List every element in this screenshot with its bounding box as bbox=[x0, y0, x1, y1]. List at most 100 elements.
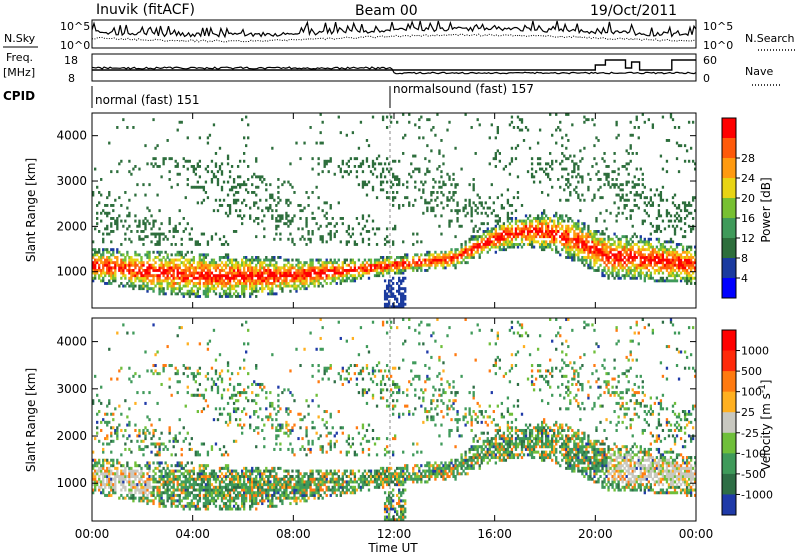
heatmap-cell bbox=[267, 279, 269, 282]
heatmap-cell bbox=[183, 372, 185, 375]
heatmap-cell bbox=[100, 178, 102, 181]
heatmap-cell bbox=[386, 116, 388, 119]
heatmap-cell bbox=[261, 266, 263, 269]
heatmap-cell bbox=[179, 464, 181, 467]
heatmap-cell bbox=[150, 443, 152, 446]
heatmap-cell bbox=[404, 287, 406, 290]
heatmap-cell bbox=[543, 246, 545, 249]
heatmap-cell bbox=[607, 165, 609, 168]
heatmap-cell bbox=[636, 191, 638, 194]
heatmap-cell bbox=[634, 251, 636, 254]
heatmap-cell bbox=[150, 227, 152, 230]
heatmap-cell bbox=[686, 209, 688, 212]
heatmap-cell bbox=[350, 274, 352, 277]
heatmap-cell bbox=[384, 295, 386, 298]
heatmap-cell bbox=[622, 274, 624, 277]
heatmap-cell bbox=[450, 248, 452, 251]
heatmap-cell bbox=[211, 272, 213, 275]
heatmap-cell bbox=[233, 274, 235, 277]
heatmap-cell bbox=[628, 261, 630, 264]
heatmap-cell bbox=[585, 238, 587, 241]
heatmap-cell bbox=[142, 475, 144, 478]
heatmap-cell bbox=[438, 225, 440, 228]
heatmap-cell bbox=[271, 259, 273, 262]
heatmap-cell bbox=[384, 243, 386, 246]
heatmap-cell bbox=[217, 285, 219, 288]
heatmap-cell bbox=[674, 126, 676, 129]
heatmap-cell bbox=[146, 207, 148, 210]
heatmap-cell bbox=[378, 274, 380, 277]
heatmap-cell bbox=[468, 201, 470, 204]
heatmap-cell bbox=[156, 243, 158, 246]
heatmap-cell bbox=[589, 259, 591, 262]
heatmap-cell bbox=[475, 251, 477, 254]
heatmap-cell bbox=[255, 274, 257, 277]
heatmap-cell bbox=[150, 424, 152, 427]
heatmap-cell bbox=[660, 246, 662, 249]
heatmap-cell bbox=[601, 269, 603, 272]
heatmap-cell bbox=[108, 282, 110, 285]
heatmap-cell bbox=[108, 467, 110, 470]
heatmap-cell bbox=[684, 272, 686, 275]
heatmap-cell bbox=[475, 246, 477, 249]
heatmap-cell bbox=[662, 246, 664, 249]
heatmap-cell bbox=[501, 204, 503, 207]
heatmap-cell bbox=[171, 394, 173, 397]
heatmap-cell bbox=[199, 175, 201, 178]
heatmap-cell bbox=[589, 266, 591, 269]
heatmap-cell bbox=[177, 264, 179, 267]
heatmap-cell bbox=[444, 259, 446, 262]
heatmap-cell bbox=[217, 183, 219, 186]
heatmap-cell bbox=[682, 201, 684, 204]
heatmap-cell bbox=[134, 261, 136, 264]
noise-tick-left-bottom: 10^0 bbox=[60, 39, 90, 52]
heatmap-cell bbox=[227, 256, 229, 259]
heatmap-cell bbox=[134, 478, 136, 481]
heatmap-cell bbox=[120, 272, 122, 275]
heatmap-cell bbox=[632, 246, 634, 249]
heatmap-cell bbox=[428, 259, 430, 262]
heatmap-cell bbox=[416, 269, 418, 272]
heatmap-cell bbox=[283, 269, 285, 272]
heatmap-cell bbox=[622, 264, 624, 267]
heatmap-cell bbox=[609, 246, 611, 249]
heatmap-cell bbox=[273, 256, 275, 259]
heatmap-cell bbox=[293, 279, 295, 282]
heatmap-cell bbox=[599, 259, 601, 262]
heatmap-cell bbox=[235, 261, 237, 264]
colorbar-swatch bbox=[722, 258, 736, 278]
heatmap-cell bbox=[603, 183, 605, 186]
heatmap-cell bbox=[193, 261, 195, 264]
heatmap-cell bbox=[613, 152, 615, 155]
heatmap-cell bbox=[207, 243, 209, 246]
heatmap-cell bbox=[650, 199, 652, 202]
noise-sky-line bbox=[92, 21, 696, 37]
heatmap-cell bbox=[183, 489, 185, 492]
heatmap-cell bbox=[670, 274, 672, 277]
power-ylabel: Slant Range [km] bbox=[24, 158, 38, 262]
heatmap-cell bbox=[597, 188, 599, 191]
heatmap-cell bbox=[207, 507, 209, 510]
heatmap-cell bbox=[344, 269, 346, 272]
heatmap-cell bbox=[485, 212, 487, 215]
heatmap-cell bbox=[513, 243, 515, 246]
heatmap-cell bbox=[285, 212, 287, 215]
heatmap-cell bbox=[162, 369, 164, 372]
heatmap-cell bbox=[98, 467, 100, 470]
heatmap-cell bbox=[466, 248, 468, 251]
heatmap-cell bbox=[130, 230, 132, 233]
heatmap-cell bbox=[495, 235, 497, 238]
heatmap-cell bbox=[366, 157, 368, 160]
heatmap-cell bbox=[475, 235, 477, 238]
heatmap-cell bbox=[275, 285, 277, 288]
heatmap-cell bbox=[624, 277, 626, 280]
heatmap-cell bbox=[124, 266, 126, 269]
heatmap-cell bbox=[408, 173, 410, 176]
heatmap-cell bbox=[249, 269, 251, 272]
heatmap-cell bbox=[217, 277, 219, 280]
heatmap-cell bbox=[261, 272, 263, 275]
heatmap-cell bbox=[378, 272, 380, 275]
heatmap-cell bbox=[110, 266, 112, 269]
heatmap-cell bbox=[207, 494, 209, 497]
heatmap-cell bbox=[269, 183, 271, 186]
